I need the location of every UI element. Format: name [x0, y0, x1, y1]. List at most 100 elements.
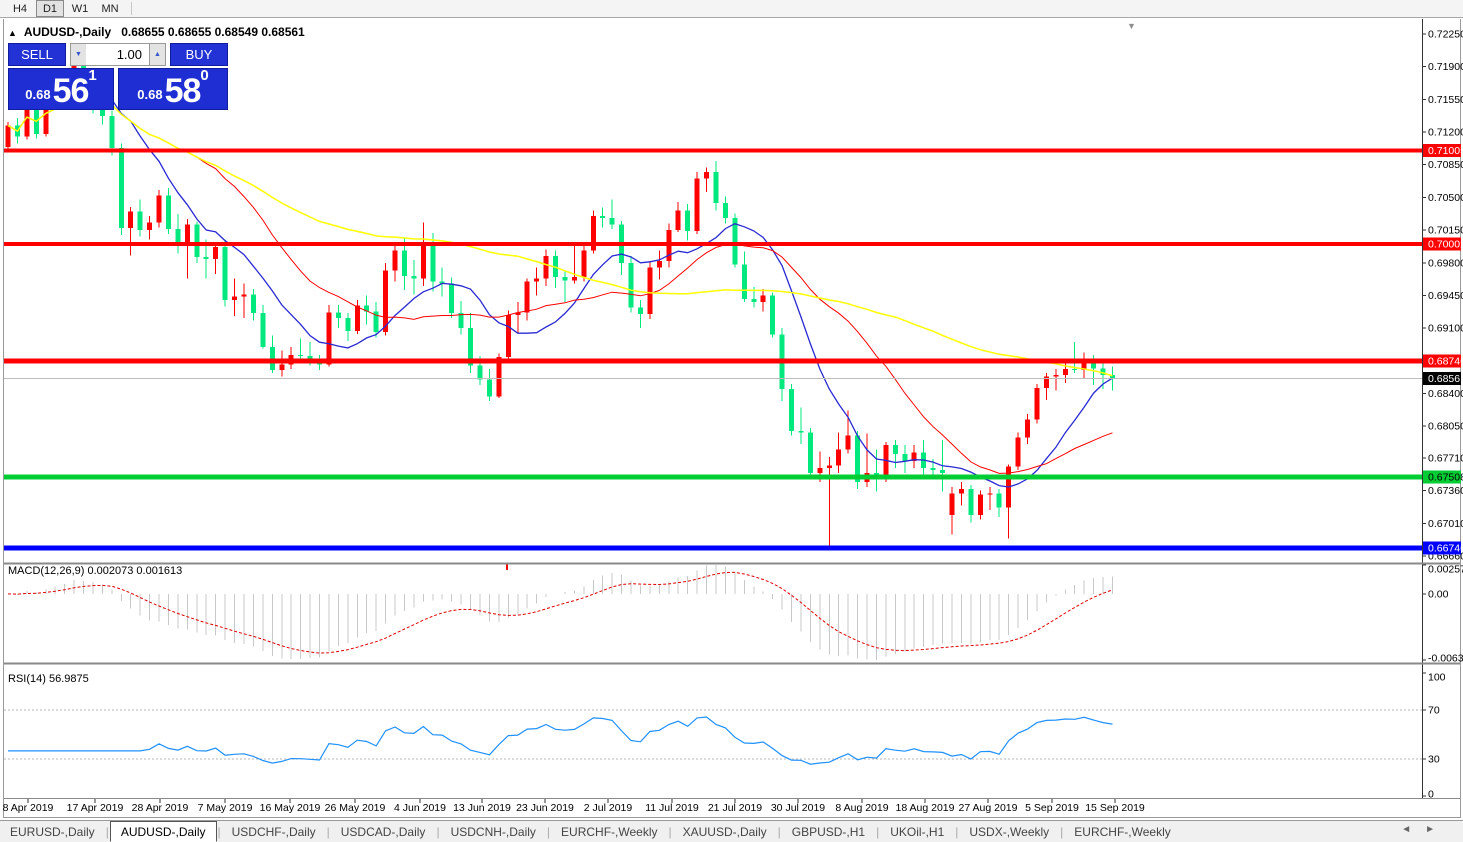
- svg-text:0.67360: 0.67360: [1428, 485, 1463, 497]
- buy-price-pip-digit: 0: [200, 67, 209, 84]
- macd-label: MACD(12,26,9) 0.002073 0.001613: [8, 565, 182, 577]
- svg-text:0.67710: 0.67710: [1428, 452, 1463, 464]
- svg-text:0.71200: 0.71200: [1428, 127, 1463, 139]
- symbol-tab-eurchf-weekly[interactable]: EURCHF-,Weekly: [561, 825, 658, 839]
- date-label: 16 May 2019: [260, 802, 321, 814]
- symbol-tab-gbpusd-h1[interactable]: GBPUSD-,H1: [791, 825, 866, 839]
- volume-increase-button[interactable]: ▲: [149, 43, 166, 66]
- sell-button[interactable]: SELL: [8, 43, 66, 66]
- axis-label-0.71005: [1423, 143, 1461, 157]
- date-label: 5 Sep 2019: [1025, 802, 1079, 814]
- volume-decrease-button[interactable]: ▼: [70, 43, 87, 66]
- svg-text:0.70500: 0.70500: [1428, 192, 1463, 204]
- svg-text:0.69800: 0.69800: [1428, 257, 1463, 269]
- symbol-tab-usdchf-daily[interactable]: USDCHF-,Daily: [231, 825, 316, 839]
- tab-separator: |: [217, 825, 221, 839]
- date-label: 23 Jun 2019: [516, 802, 574, 814]
- svg-text:0.71005: 0.71005: [1428, 145, 1463, 157]
- symbol-tab-xauusd-daily[interactable]: XAUUSD-,Daily: [682, 825, 767, 839]
- date-label: 2 Jul 2019: [584, 802, 633, 814]
- svg-text:0.70150: 0.70150: [1428, 225, 1463, 237]
- svg-text:0.68561: 0.68561: [1428, 373, 1463, 385]
- symbol-tab-usdx-weekly[interactable]: USDX-,Weekly: [969, 825, 1050, 839]
- tab-separator: |: [955, 825, 959, 839]
- date-label: 27 Aug 2019: [959, 802, 1018, 814]
- macd-histogram: [16, 565, 1113, 660]
- svg-text:30: 30: [1428, 754, 1440, 766]
- symbol-tab-eurchf-weekly[interactable]: EURCHF-,Weekly: [1074, 825, 1171, 839]
- buy-price-prefix: 0.68: [137, 87, 163, 102]
- chart-title: ▲ AUDUSD-,Daily 0.68655 0.68655 0.68549 …: [8, 25, 305, 39]
- sell-price-pip-digit: 1: [88, 67, 97, 84]
- date-label: 11 Jul 2019: [645, 802, 699, 814]
- date-label: 18 Aug 2019: [896, 802, 955, 814]
- svg-text:0.67508: 0.67508: [1428, 471, 1463, 483]
- symbol-tab-bar: EURUSD-,Daily | AUDUSD-,Daily | USDCHF-,Dail…: [0, 820, 1463, 842]
- symbol-tab-usdcad-daily[interactable]: USDCAD-,Daily: [340, 825, 426, 839]
- price-chart[interactable]: 0.72250 0.71900 0.71550 0.71200 0.70850 0.705…: [0, 19, 1463, 819]
- date-label: 13 Jun 2019: [453, 802, 511, 814]
- tab-separator: |: [1060, 825, 1064, 839]
- symbol-tab-eurusd-daily[interactable]: EURUSD-,Daily: [10, 825, 95, 839]
- collapse-chart-icon[interactable]: ▲: [8, 28, 17, 38]
- timeframe-button-mn[interactable]: MN: [101, 2, 119, 15]
- macd-signal-line: [7, 571, 1113, 654]
- svg-text:70: 70: [1428, 704, 1440, 716]
- svg-text:-0.006326: -0.006326: [1428, 653, 1463, 665]
- svg-text:0.002574: 0.002574: [1428, 564, 1463, 576]
- tabs-scroll-left-icon[interactable]: ◄: [1401, 824, 1426, 835]
- svg-text:0: 0: [1428, 789, 1434, 801]
- svg-text:0.72250: 0.72250: [1428, 29, 1463, 41]
- one-click-trade-panel: SELL ▼ ▲ BUY 0.68 56 1 0.68 58 0: [8, 43, 228, 110]
- svg-text:0.68746: 0.68746: [1428, 356, 1463, 368]
- svg-text:0.71550: 0.71550: [1428, 94, 1463, 106]
- buy-price-display[interactable]: 0.68 58 0: [118, 67, 228, 110]
- tab-separator: |: [436, 825, 440, 839]
- tab-separator: |: [668, 825, 672, 839]
- chart-symbol-label: AUDUSD-,Daily: [23, 25, 112, 39]
- timeframe-button-w1[interactable]: W1: [71, 2, 89, 15]
- buy-price-big-digits: 58: [164, 72, 202, 110]
- svg-text:0.66746: 0.66746: [1428, 542, 1463, 554]
- svg-text:0.69100: 0.69100: [1428, 323, 1463, 335]
- timeframe-button-h4[interactable]: H4: [12, 2, 28, 15]
- tab-separator: |: [777, 825, 781, 839]
- svg-text:0.69450: 0.69450: [1428, 290, 1463, 302]
- sell-price-big-digits: 56: [52, 72, 90, 110]
- timeframe-toolbar: H4 D1 W1 MN: [0, 0, 1463, 18]
- ma-line-10: [7, 97, 1113, 488]
- axis-label-0.68561: [1423, 371, 1461, 385]
- date-label: 17 Apr 2019: [67, 802, 124, 814]
- sell-price-prefix: 0.68: [25, 87, 51, 102]
- chart-window: 0.72250 0.71900 0.71550 0.71200 0.70850 0.705…: [0, 19, 1463, 819]
- date-label: 28 Apr 2019: [132, 802, 189, 814]
- symbol-tab-usdcnh-daily[interactable]: USDCNH-,Daily: [450, 825, 536, 839]
- volume-input[interactable]: [86, 43, 150, 66]
- tabs-scroll-right-icon[interactable]: ►: [1425, 824, 1449, 835]
- tab-separator: |: [546, 825, 551, 839]
- tab-separator: |: [105, 825, 109, 839]
- ma-line-55: [7, 98, 1113, 377]
- tab-separator: |: [326, 825, 330, 839]
- axis-label-0.67508: [1423, 470, 1461, 484]
- svg-text:0.68050: 0.68050: [1428, 421, 1463, 433]
- symbol-tab-ukoil-h1[interactable]: UKOil-,H1: [890, 825, 945, 839]
- candles: [5, 51, 1115, 546]
- svg-text:0.70002: 0.70002: [1428, 238, 1463, 250]
- svg-text:0.71900: 0.71900: [1428, 61, 1463, 73]
- date-label: 8 Aug 2019: [835, 802, 888, 814]
- date-label: 30 Jul 2019: [771, 802, 825, 814]
- symbol-tab-audusd-daily[interactable]: AUDUSD-,Daily: [109, 820, 217, 842]
- date-label: 26 May 2019: [325, 802, 386, 814]
- svg-text:0.70850: 0.70850: [1428, 159, 1463, 171]
- date-label: 7 May 2019: [198, 802, 253, 814]
- chart-corner-caret-icon[interactable]: ▼: [1127, 21, 1136, 31]
- svg-text:100: 100: [1428, 672, 1446, 684]
- timeframe-button-d1[interactable]: D1: [36, 0, 64, 17]
- sell-price-display[interactable]: 0.68 56 1: [8, 67, 114, 110]
- date-label: 4 Jun 2019: [394, 802, 446, 814]
- svg-text:0.00: 0.00: [1428, 588, 1449, 600]
- buy-button[interactable]: BUY: [170, 43, 228, 66]
- date-label: 21 Jul 2019: [708, 802, 762, 814]
- axis-label-0.66746: [1423, 541, 1461, 555]
